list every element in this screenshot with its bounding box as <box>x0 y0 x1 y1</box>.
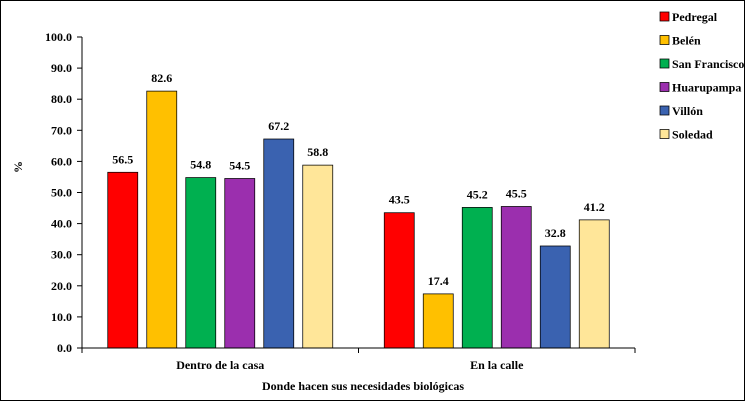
x-axis-title: Donde hacen sus necesidades biológicas <box>262 379 464 393</box>
legend-label: Belén <box>672 34 701 48</box>
y-tick-label: 20.0 <box>51 279 72 293</box>
y-tick-label: 10.0 <box>51 310 72 324</box>
y-tick-label: 80.0 <box>51 92 72 106</box>
y-tick-label: 100.0 <box>45 30 72 44</box>
y-tick-label: 40.0 <box>51 217 72 231</box>
data-label: 67.2 <box>268 119 289 133</box>
legend-label: Huarupampa <box>672 81 741 95</box>
y-tick-label: 50.0 <box>51 186 72 200</box>
data-label: 54.8 <box>190 158 211 172</box>
legend-label: San Francisco <box>672 57 744 71</box>
data-label: 56.5 <box>112 152 133 166</box>
bar <box>185 177 217 349</box>
y-axis: 0.0 10.0 20.0 30.0 40.0 50.0 60.0 70.0 80.0 90.0 1… <box>45 30 83 355</box>
legend-swatch <box>659 82 670 92</box>
y-tick-label: 30.0 <box>51 248 72 262</box>
y-tick-label: 70.0 <box>51 123 72 137</box>
x-category-label: En la calle <box>470 358 524 372</box>
data-labels-group: 56.5 82.6 54.8 54.5 67.2 58.8 43.5 17.4 45.2 45.5… <box>112 71 605 288</box>
bar <box>500 206 532 349</box>
legend-swatch <box>659 35 670 45</box>
legend: Pedregal Belén San Francisco Huarupampa Vill… <box>659 10 744 142</box>
data-label: 32.8 <box>545 226 566 240</box>
legend-label: Soledad <box>672 128 713 142</box>
data-label: 41.2 <box>584 200 605 214</box>
y-tick-label: 90.0 <box>51 61 72 75</box>
bar <box>539 245 571 349</box>
bar <box>461 207 493 349</box>
data-label: 54.5 <box>229 159 250 173</box>
x-axis: Dentro de la casa En la calle <box>81 347 636 372</box>
bar <box>263 138 295 349</box>
data-label: 58.8 <box>307 145 328 159</box>
bar <box>302 164 334 349</box>
legend-swatch <box>659 129 670 139</box>
data-label: 45.5 <box>506 186 527 200</box>
data-label: 43.5 <box>389 193 410 207</box>
data-label: 45.2 <box>467 187 488 201</box>
data-label: 17.4 <box>428 274 449 288</box>
bar <box>107 171 139 349</box>
bar <box>578 219 610 349</box>
legend-swatch <box>659 58 670 69</box>
x-category-label: Dentro de la casa <box>176 358 264 372</box>
bar <box>146 90 178 349</box>
legend-swatch <box>659 105 670 116</box>
legend-label: Villón <box>672 104 703 118</box>
legend-label: Pedregal <box>672 10 718 24</box>
legend-swatch <box>659 11 670 22</box>
y-axis-title: % <box>11 161 25 173</box>
y-tick-label: 0.0 <box>57 341 72 355</box>
bar <box>383 212 415 349</box>
data-label: 82.6 <box>151 71 172 85</box>
y-tick-label: 60.0 <box>51 154 72 168</box>
bar <box>224 178 256 349</box>
bar <box>422 293 454 349</box>
bars-group <box>107 90 610 349</box>
